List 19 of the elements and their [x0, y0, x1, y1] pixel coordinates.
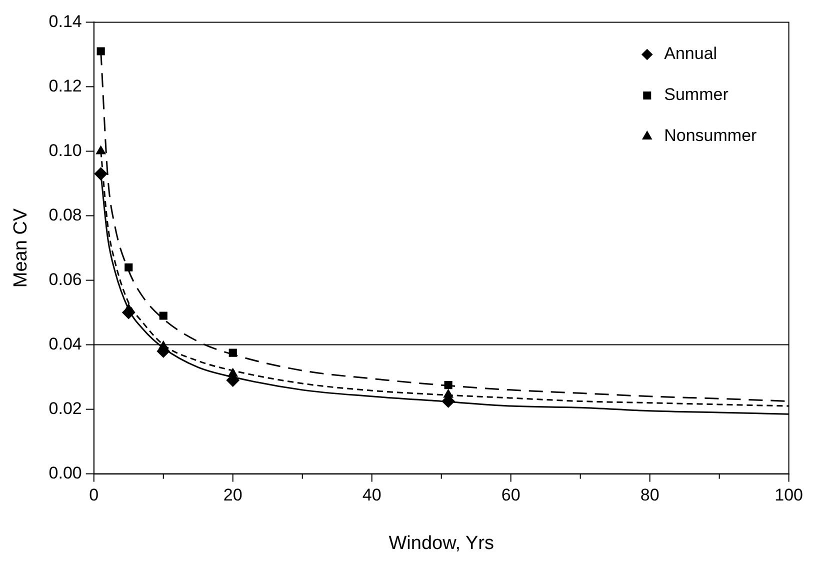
x-tick-label: 0	[89, 486, 99, 505]
y-tick-label: 0.06	[48, 270, 82, 289]
x-tick-label: 60	[501, 486, 520, 505]
x-tick-label: 20	[223, 486, 242, 505]
legend-label: Summer	[664, 85, 729, 104]
y-tick-label: 0.12	[48, 76, 82, 96]
y-tick-label: 0.04	[48, 334, 82, 354]
x-tick-label: 100	[774, 486, 804, 505]
y-axis-title: Mean CV	[10, 208, 32, 288]
x-tick-label: 40	[362, 486, 382, 505]
legend-label: Nonsummer	[664, 126, 758, 146]
y-tick-label: 0.00	[48, 463, 82, 482]
x-axis-title: Window, Yrs	[388, 532, 494, 554]
y-tick-label: 0.02	[48, 398, 82, 418]
y-tick-label: 0.08	[48, 205, 82, 224]
y-tick-label: 0.14	[48, 12, 82, 31]
x-tick-label: 80	[640, 486, 660, 505]
legend-label: Annual	[664, 44, 718, 64]
y-tick-label: 0.10	[48, 140, 82, 160]
